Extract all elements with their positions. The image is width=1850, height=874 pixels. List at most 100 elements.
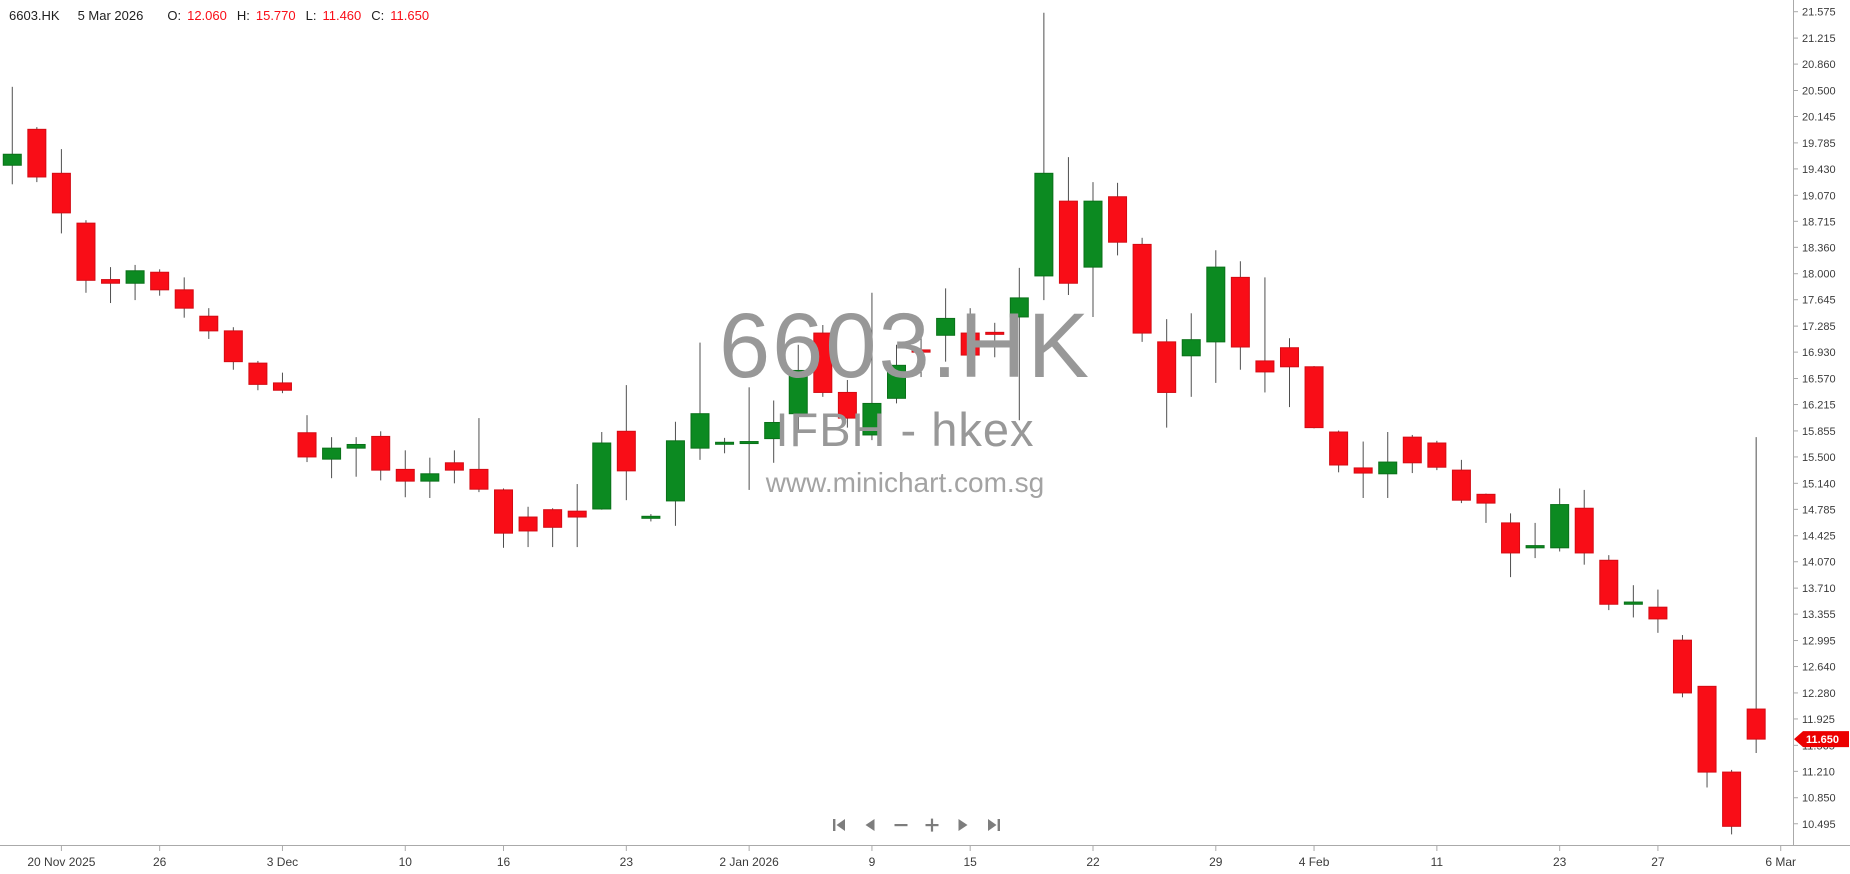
candle (665, 421, 685, 526)
candle-body (813, 332, 833, 393)
candle-body (1230, 276, 1250, 348)
candle-body (616, 430, 636, 472)
candle (1353, 441, 1373, 498)
price-axis-label: 13.710 (1802, 583, 1836, 595)
price-axis-label: 14.425 (1802, 531, 1836, 543)
date-axis-label: 22 (1086, 855, 1100, 869)
date-axis-label: 2 Jan 2026 (719, 855, 779, 869)
candle-body (1329, 431, 1349, 466)
candle-body (960, 332, 980, 356)
candle-body (1378, 461, 1398, 475)
price-axis-label: 19.430 (1802, 164, 1836, 176)
candle (862, 292, 882, 441)
candle (887, 344, 906, 404)
candle-body (887, 364, 906, 399)
last-price-tag: 11.650 (1794, 731, 1849, 748)
candle-body (2, 153, 22, 166)
candle (1157, 319, 1177, 428)
candle (788, 344, 808, 431)
candle (1083, 182, 1103, 317)
ohlc-header: 6603.HK 5 Mar 2026 O: 12.060 H: 15.770 L… (9, 8, 429, 23)
candle (936, 288, 956, 362)
candle (297, 415, 317, 463)
candle (346, 437, 366, 477)
candle (199, 308, 219, 339)
candle (1279, 338, 1299, 408)
candle-body (1181, 339, 1201, 357)
close-value: 11.650 (390, 8, 430, 23)
candle-body (101, 279, 121, 284)
candle (1329, 430, 1349, 473)
price-axis-label: 15.855 (1802, 426, 1836, 438)
skip-start-icon (833, 819, 845, 831)
date-axis-label: 11 (1431, 855, 1444, 869)
candle-body (248, 362, 268, 385)
candle (1574, 489, 1594, 565)
minus-icon (894, 824, 908, 827)
price-axis-label: 10.495 (1802, 819, 1836, 831)
candle-body (1034, 172, 1054, 277)
candle (444, 450, 464, 484)
date-axis-label: 4 Feb (1299, 855, 1330, 869)
price-axis-label: 10.850 (1802, 793, 1836, 805)
candle (2, 86, 22, 185)
date-axis-label: 9 (869, 855, 876, 869)
skip-start-button[interactable] (830, 816, 848, 834)
candle-body (1427, 442, 1447, 468)
price-axis-label: 20.860 (1802, 59, 1836, 71)
zoom-in-button[interactable] (923, 816, 941, 834)
date-axis-label: 29 (1209, 855, 1223, 869)
price-axis-label: 16.215 (1802, 400, 1836, 412)
skip-end-button[interactable] (985, 816, 1003, 834)
open-value: 12.060 (187, 8, 227, 23)
candle (1722, 769, 1742, 835)
plus-icon (925, 818, 939, 832)
candle (837, 379, 857, 428)
candle-body (1083, 200, 1103, 268)
candle-body (469, 468, 489, 490)
candle (469, 418, 489, 493)
price-axis-label: 14.785 (1802, 504, 1836, 516)
candle-body (936, 317, 956, 336)
close-label: C: (371, 8, 385, 23)
candle (1599, 555, 1619, 611)
candle-body (641, 515, 661, 519)
price-axis-label: 21.575 (1802, 7, 1836, 19)
step-back-button[interactable] (861, 816, 879, 834)
candle (813, 325, 833, 397)
candle (567, 484, 587, 548)
candle-body (543, 509, 563, 528)
candle (764, 400, 784, 463)
candle (76, 220, 96, 293)
price-axis-label: 19.785 (1802, 138, 1836, 150)
step-forward-button[interactable] (954, 816, 972, 834)
price-tag-flag (1794, 731, 1849, 748)
price-axis-label: 20.145 (1802, 112, 1836, 124)
candle-body (518, 516, 538, 532)
price-axis-label: 12.640 (1802, 662, 1836, 674)
candle (1402, 434, 1422, 474)
candle-body (1206, 266, 1226, 343)
candle-body (985, 331, 1005, 335)
date-label: 5 Mar 2026 (77, 8, 144, 23)
candle-body (1476, 493, 1496, 504)
candle-body (1672, 639, 1692, 694)
high-label: H: (236, 8, 250, 23)
candle-body (1550, 504, 1570, 549)
step-forward-icon (958, 819, 968, 831)
candle (1058, 157, 1078, 295)
candle-body (1746, 708, 1766, 740)
candle-body (494, 489, 514, 534)
zoom-out-button[interactable] (892, 816, 910, 834)
candle (101, 267, 121, 304)
date-axis-label: 26 (153, 855, 167, 869)
candle (223, 327, 243, 370)
candle (616, 385, 636, 501)
date-axis-label: 15 (964, 855, 978, 869)
candle (1648, 589, 1668, 633)
candle-body (665, 440, 685, 502)
candle-body (1279, 347, 1299, 368)
date-axis-label: 20 Nov 2025 (27, 855, 95, 869)
date-axis-label: 16 (497, 855, 511, 869)
